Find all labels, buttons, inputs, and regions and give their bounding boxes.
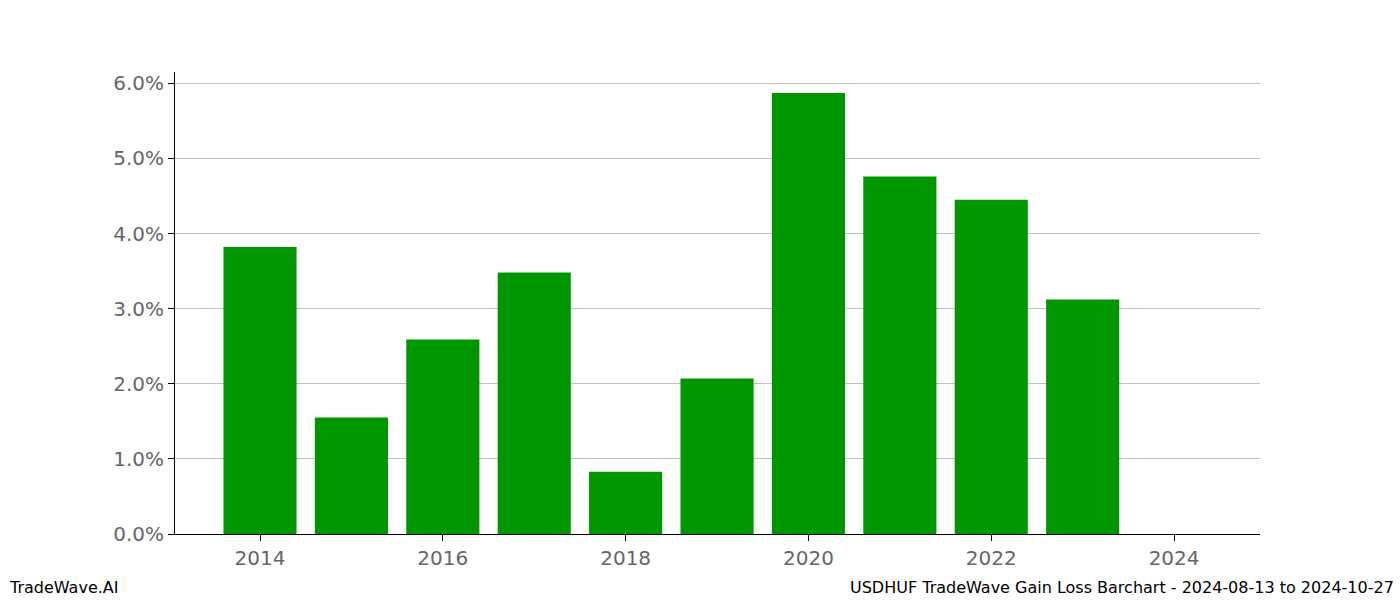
svg-text:2024: 2024 — [1149, 546, 1200, 570]
svg-text:6.0%: 6.0% — [113, 71, 164, 95]
svg-text:3.0%: 3.0% — [113, 297, 164, 321]
svg-text:1.0%: 1.0% — [113, 447, 164, 471]
svg-text:2022: 2022 — [966, 546, 1017, 570]
svg-text:0.0%: 0.0% — [113, 522, 164, 546]
svg-text:2014: 2014 — [235, 546, 286, 570]
svg-text:5.0%: 5.0% — [113, 146, 164, 170]
svg-text:2.0%: 2.0% — [113, 372, 164, 396]
svg-text:TradeWave.AI: TradeWave.AI — [9, 578, 118, 597]
svg-text:2018: 2018 — [600, 546, 651, 570]
svg-text:4.0%: 4.0% — [113, 222, 164, 246]
svg-text:2016: 2016 — [417, 546, 468, 570]
svg-text:2020: 2020 — [783, 546, 834, 570]
svg-text:USDHUF TradeWave Gain Loss Bar: USDHUF TradeWave Gain Loss Barchart - 20… — [850, 578, 1394, 597]
